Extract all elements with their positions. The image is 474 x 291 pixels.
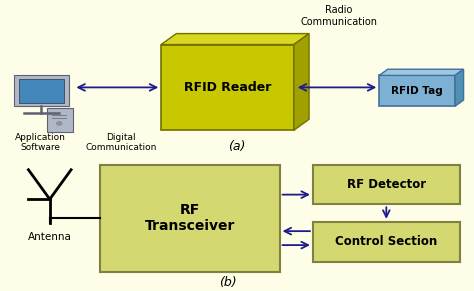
Polygon shape (294, 33, 309, 130)
Text: RF
Transceiver: RF Transceiver (145, 203, 235, 233)
Text: Control Section: Control Section (335, 235, 438, 248)
Text: (b): (b) (219, 276, 237, 289)
Polygon shape (161, 33, 309, 45)
Text: (a): (a) (228, 139, 246, 152)
Text: Radio
Communication: Radio Communication (301, 5, 377, 27)
Polygon shape (379, 75, 455, 106)
Text: Digital
Communication: Digital Communication (85, 133, 156, 152)
Text: Antenna: Antenna (28, 232, 72, 242)
FancyBboxPatch shape (313, 164, 460, 204)
FancyBboxPatch shape (100, 164, 280, 272)
Text: RFID Tag: RFID Tag (391, 86, 443, 96)
FancyBboxPatch shape (47, 108, 73, 132)
Text: Application
Software: Application Software (15, 133, 66, 152)
FancyBboxPatch shape (19, 79, 64, 103)
Text: RF Detector: RF Detector (347, 178, 426, 191)
Text: RFID Reader: RFID Reader (184, 81, 271, 94)
FancyBboxPatch shape (14, 75, 69, 106)
Polygon shape (455, 69, 464, 106)
FancyBboxPatch shape (313, 222, 460, 262)
Polygon shape (161, 45, 294, 130)
Circle shape (56, 121, 63, 126)
Polygon shape (379, 69, 464, 75)
